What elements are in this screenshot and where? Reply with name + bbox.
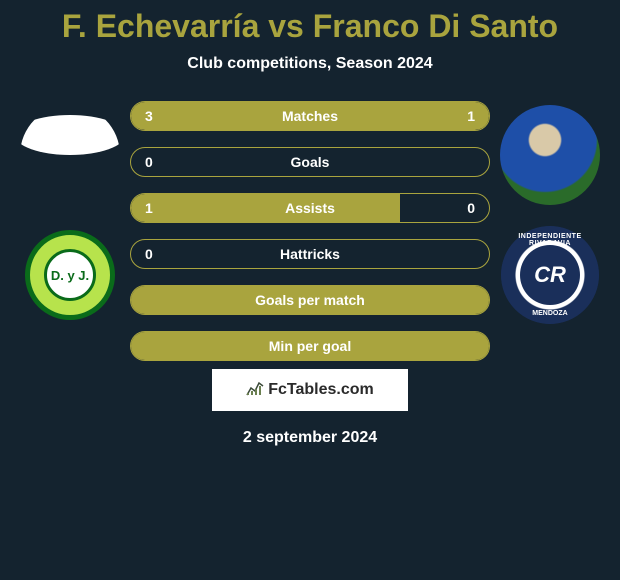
avatar-placeholder-icon (20, 115, 120, 155)
chart-icon (246, 380, 264, 401)
stat-label: Matches (131, 108, 489, 124)
player-left-avatar (20, 105, 120, 205)
stats-column: 31Matches 0Goals 10Assists 0Hattricks Goals … (130, 101, 490, 361)
stat-bar: 0Hattricks (130, 239, 490, 269)
club-badge-text: D. y J. (44, 249, 96, 301)
comparison-card: F. Echevarría vs Franco Di Santo Club co… (0, 0, 620, 580)
club-badge-monogram: CR (520, 245, 580, 305)
right-column: INDEPENDIENTE RIVADAVIA CR MENDOZA (490, 101, 610, 325)
left-column: D. y J. (10, 101, 130, 325)
page-title: F. Echevarría vs Franco Di Santo (62, 8, 558, 45)
stat-bar: Min per goal (130, 331, 490, 361)
stat-label: Goals (131, 154, 489, 170)
stat-label: Goals per match (131, 292, 489, 308)
stat-label: Min per goal (131, 338, 489, 354)
stat-bar: 31Matches (130, 101, 490, 131)
stat-label: Assists (131, 200, 489, 216)
page-subtitle: Club competitions, Season 2024 (187, 55, 432, 73)
fctables-logo: FcTables.com (212, 369, 408, 411)
stat-label: Hattricks (131, 246, 489, 262)
stat-bar: Goals per match (130, 285, 490, 315)
club-badge-bottom-text: MENDOZA (504, 310, 596, 317)
player-right-avatar (500, 105, 600, 205)
main-row: D. y J. 31Matches 0Goals 10Assists 0Hattric… (0, 101, 620, 361)
stat-bar: 0Goals (130, 147, 490, 177)
club-badge-ring: INDEPENDIENTE RIVADAVIA CR MENDOZA (501, 226, 599, 324)
comparison-date: 2 september 2024 (243, 429, 377, 447)
player-left-club-badge: D. y J. (20, 225, 120, 325)
player-right-club-badge: INDEPENDIENTE RIVADAVIA CR MENDOZA (500, 225, 600, 325)
club-badge-shield: D. y J. (25, 230, 115, 320)
stat-bar: 10Assists (130, 193, 490, 223)
fctables-logo-text: FcTables.com (268, 381, 374, 399)
